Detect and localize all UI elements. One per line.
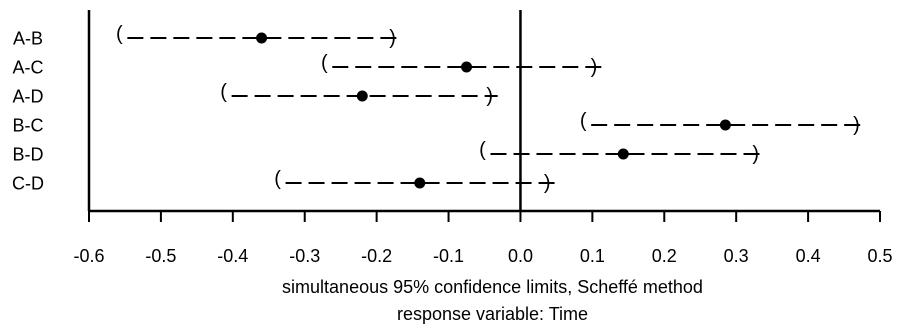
category-label: A-B xyxy=(13,29,43,49)
x-tick-label: -0.3 xyxy=(289,246,320,266)
lower-bound-paren: ( xyxy=(479,139,486,161)
confidence-intervals: () () () () () () xyxy=(116,23,865,194)
x-tick-label: 0.3 xyxy=(724,246,749,266)
lower-bound-paren: ( xyxy=(580,110,587,132)
x-tick-label: 0.4 xyxy=(796,246,821,266)
x-axis-subtitle: response variable: Time xyxy=(397,304,588,324)
x-tick-label: 0.1 xyxy=(580,246,605,266)
point-estimate xyxy=(461,61,473,73)
category-labels: A-B A-C A-D B-C B-D C-D xyxy=(12,29,44,194)
category-label: C-D xyxy=(12,174,44,194)
x-ticks: -0.6 -0.5 -0.4 -0.3 -0.2 -0.1 0.0 0.1 0.2 0.3 0.4 0… xyxy=(73,211,893,266)
lower-bound-paren: ( xyxy=(321,52,328,74)
upper-bound-paren: ) xyxy=(389,27,396,49)
point-estimate xyxy=(617,148,629,160)
category-label: A-D xyxy=(13,87,44,107)
point-estimate xyxy=(256,32,268,44)
x-tick-label: 0.0 xyxy=(508,246,533,266)
point-estimate xyxy=(356,90,368,102)
x-tick-label: 0.5 xyxy=(867,246,892,266)
point-estimate xyxy=(719,119,731,131)
lower-bound-paren: ( xyxy=(116,23,123,45)
upper-bound-paren: ) xyxy=(853,114,860,136)
x-tick-label: -0.2 xyxy=(361,246,392,266)
category-label: B-D xyxy=(13,145,44,165)
lower-bound-paren: ( xyxy=(220,81,227,103)
x-tick-label: -0.1 xyxy=(433,246,464,266)
x-tick-label: -0.4 xyxy=(217,246,248,266)
x-tick-label: -0.5 xyxy=(145,246,176,266)
lower-bound-paren: ( xyxy=(274,168,281,190)
upper-bound-paren: ) xyxy=(752,143,759,165)
x-tick-label: 0.2 xyxy=(652,246,677,266)
upper-bound-paren: ) xyxy=(544,172,551,194)
x-tick-label: -0.6 xyxy=(73,246,104,266)
upper-bound-paren: ) xyxy=(486,85,493,107)
category-label: A-C xyxy=(13,58,44,78)
upper-bound-paren: ) xyxy=(591,56,598,78)
point-estimate xyxy=(414,177,426,189)
category-label: B-C xyxy=(13,116,44,136)
x-axis-title: simultaneous 95% confidence limits, Sche… xyxy=(282,277,703,297)
